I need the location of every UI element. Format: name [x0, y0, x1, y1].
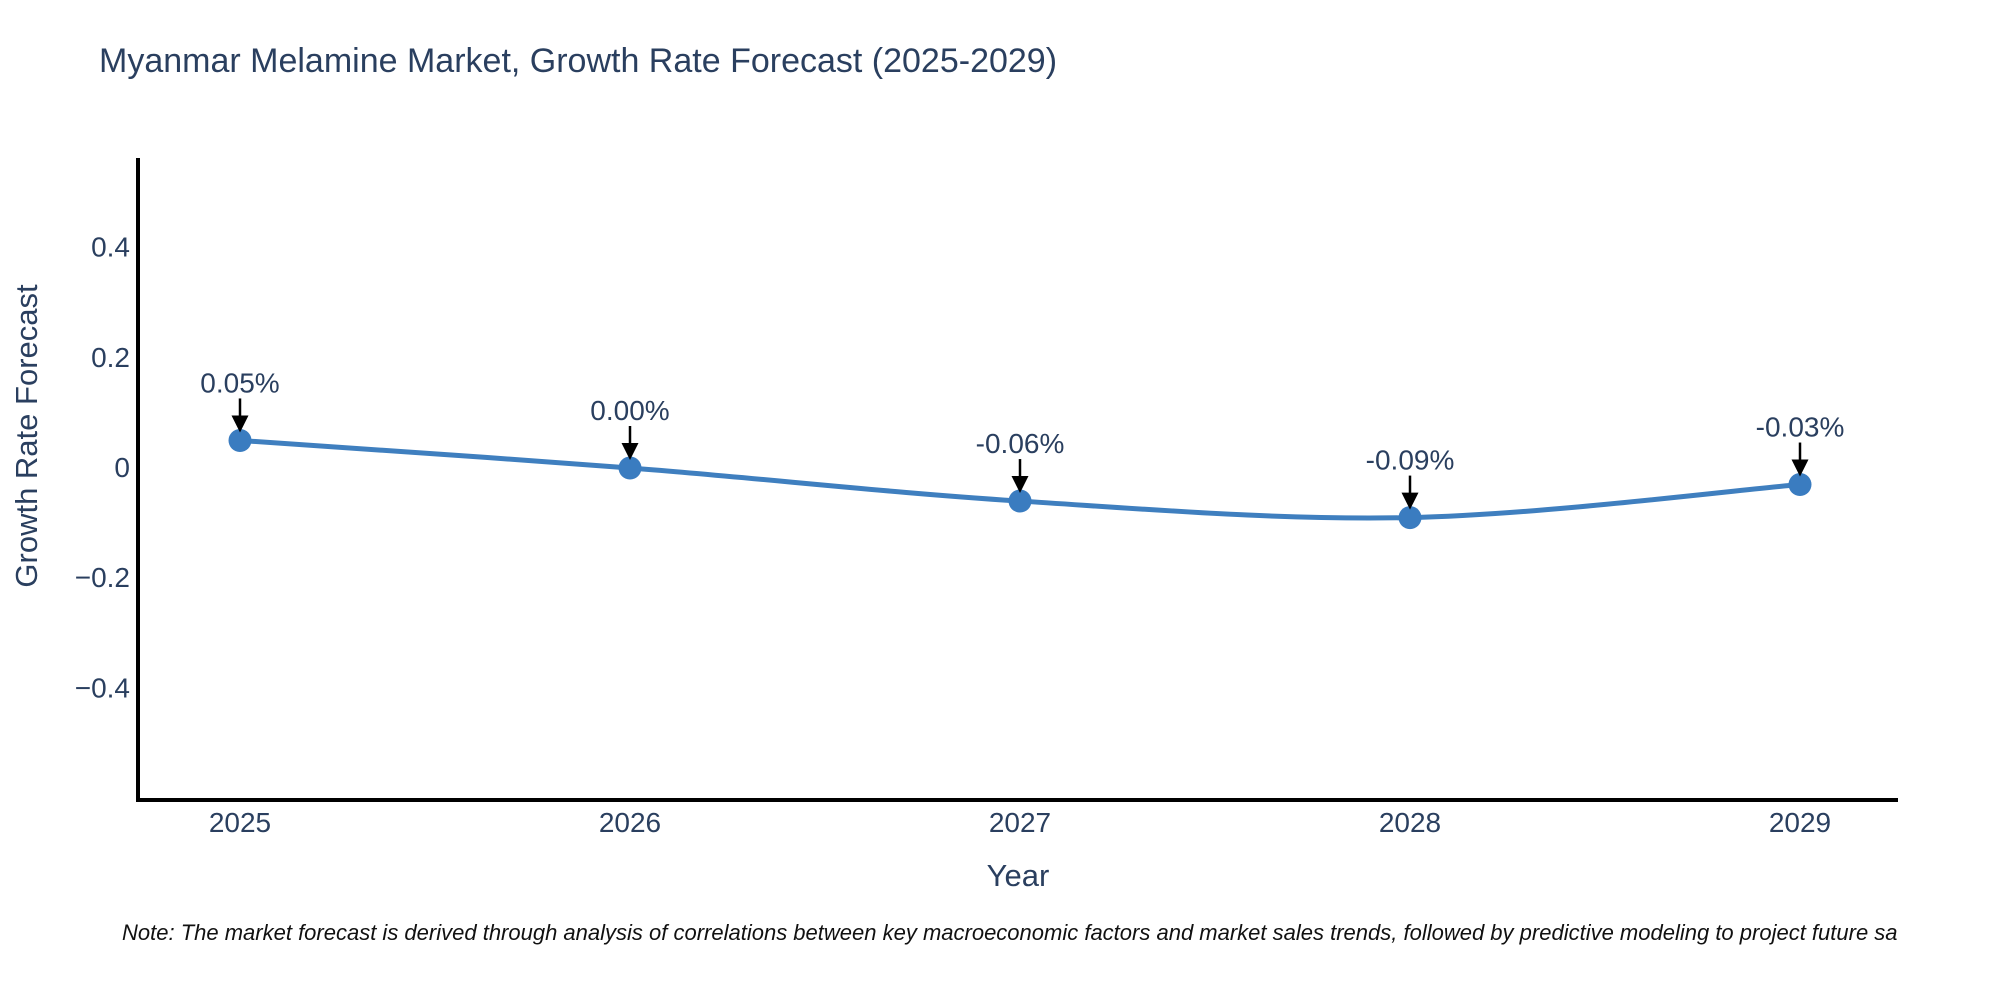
- x-tick-label: 2028: [1379, 807, 1441, 838]
- x-tick-label: 2027: [989, 807, 1051, 838]
- data-point-marker[interactable]: [1788, 473, 1812, 497]
- data-point-label: -0.09%: [1366, 445, 1455, 476]
- y-tick-label: −0.2: [75, 562, 130, 593]
- data-point-marker[interactable]: [1398, 506, 1422, 530]
- y-tick-label: 0.4: [91, 232, 130, 263]
- annotation-arrow-head: [1011, 476, 1029, 494]
- y-tick-label: 0.2: [91, 342, 130, 373]
- x-tick-label: 2026: [599, 807, 661, 838]
- x-axis-title: Year: [986, 858, 1050, 893]
- y-tick-label: 0: [114, 452, 130, 483]
- annotation-arrow-head: [1401, 492, 1419, 510]
- annotation-arrow-head: [621, 443, 639, 460]
- data-point-marker[interactable]: [1008, 489, 1032, 513]
- data-point-label: 0.00%: [590, 395, 669, 426]
- data-point-label: -0.03%: [1756, 412, 1845, 443]
- x-tick-label: 2029: [1769, 807, 1831, 838]
- data-point-marker[interactable]: [228, 428, 252, 452]
- x-tick-label: 2025: [209, 807, 271, 838]
- footnote: Note: The market forecast is derived thr…: [122, 920, 1898, 945]
- chart-title: Myanmar Melamine Market, Growth Rate For…: [99, 42, 1058, 80]
- annotation-arrow-head: [231, 415, 249, 433]
- y-tick-label: −0.4: [75, 672, 130, 703]
- data-point-marker[interactable]: [618, 456, 642, 480]
- data-point-label: -0.06%: [976, 428, 1065, 459]
- data-point-label: 0.05%: [200, 367, 279, 398]
- annotation-arrow-head: [1791, 459, 1809, 477]
